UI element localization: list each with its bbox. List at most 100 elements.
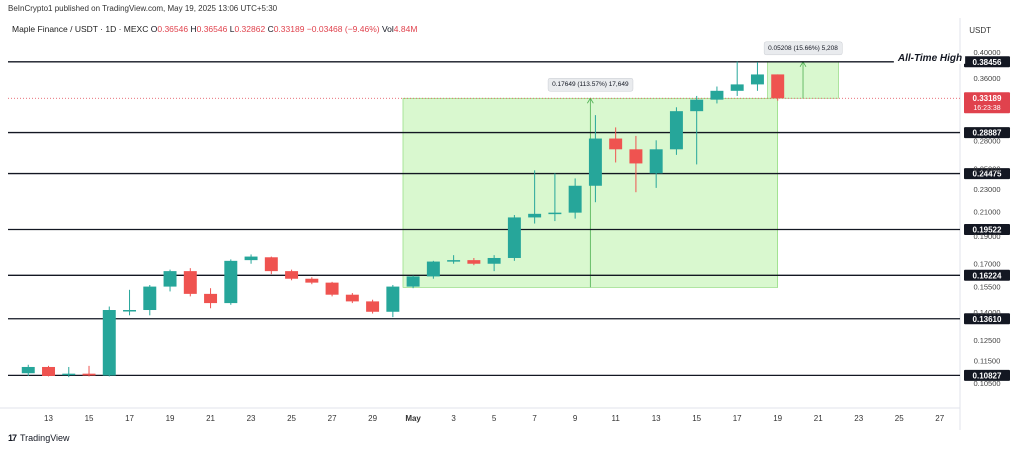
price-tick-6: 0.19000 bbox=[973, 232, 1000, 241]
candle-body-36 bbox=[750, 74, 764, 85]
level-price-tag-2 bbox=[964, 168, 1010, 180]
close-label: C bbox=[267, 24, 274, 34]
level-price-tag-0 bbox=[964, 56, 1010, 68]
high-value: 0.36546 bbox=[196, 24, 228, 34]
time-tick-3: 19 bbox=[166, 414, 175, 423]
price-tick-10: 0.12500 bbox=[973, 336, 1000, 345]
level-price-tag-5 bbox=[964, 313, 1010, 325]
candle-body-13 bbox=[285, 271, 299, 279]
all-time-high-label-bg bbox=[893, 52, 966, 64]
candle-body-29 bbox=[609, 138, 623, 150]
tradingview-branding[interactable]: 17 TradingView bbox=[8, 433, 70, 443]
time-tick-17: 17 bbox=[733, 414, 742, 423]
candle-body-33 bbox=[690, 99, 704, 112]
all-time-high-label: All-Time High bbox=[897, 53, 962, 64]
time-tick-2: 17 bbox=[125, 414, 134, 423]
candle-body-27 bbox=[568, 185, 582, 213]
price-tick-9: 0.14000 bbox=[973, 308, 1000, 317]
time-tick-10: 3 bbox=[451, 414, 456, 423]
price-tick-5: 0.21000 bbox=[973, 207, 1000, 216]
candle-body-4 bbox=[102, 310, 116, 376]
level-price-tag-4 bbox=[964, 269, 1010, 281]
candle-body-19 bbox=[406, 276, 420, 287]
time-tick-1: 15 bbox=[85, 414, 94, 423]
tradingview-logo-text: TradingView bbox=[20, 433, 70, 443]
candle-body-32 bbox=[669, 111, 683, 150]
low-value: 0.32862 bbox=[234, 24, 266, 34]
close-value: 0.33189 bbox=[273, 24, 305, 34]
symbol-info-bar: Maple Finance / USDT · 1D · MEXC O0.3654… bbox=[12, 24, 417, 34]
candle-body-12 bbox=[264, 257, 278, 272]
candle-body-17 bbox=[366, 301, 380, 312]
candle-body-20 bbox=[426, 261, 440, 277]
time-tick-0: 13 bbox=[44, 414, 53, 423]
price-tick-3: 0.25000 bbox=[973, 164, 1000, 173]
candle-body-0 bbox=[21, 366, 35, 374]
level-price-label-1: 0.28887 bbox=[973, 129, 1002, 138]
candle-body-7 bbox=[163, 271, 177, 287]
candle-body-6 bbox=[143, 286, 157, 311]
time-tick-21: 25 bbox=[895, 414, 904, 423]
candle-body-23 bbox=[487, 257, 501, 264]
volume-label: Vol bbox=[381, 24, 394, 34]
candle-body-21 bbox=[447, 260, 461, 262]
price-tick-7: 0.17000 bbox=[973, 260, 1000, 269]
candle-body-31 bbox=[649, 149, 663, 174]
time-tick-13: 9 bbox=[573, 414, 578, 423]
time-tick-14: 11 bbox=[612, 414, 621, 423]
time-tick-11: 5 bbox=[492, 414, 497, 423]
level-price-label-4: 0.16224 bbox=[973, 271, 1002, 280]
candle-body-10 bbox=[224, 260, 238, 304]
level-price-label-0: 0.38456 bbox=[973, 58, 1002, 67]
measure-label-box-1 bbox=[763, 41, 843, 56]
candle-body-8 bbox=[183, 271, 197, 294]
candle-body-35 bbox=[730, 84, 744, 91]
currency-label[interactable]: USDT bbox=[969, 26, 991, 35]
countdown-label: 16:23:38 bbox=[973, 105, 1000, 112]
level-price-label-6: 0.10827 bbox=[973, 371, 1002, 380]
time-tick-18: 19 bbox=[773, 414, 782, 423]
time-tick-12: 7 bbox=[532, 414, 537, 423]
open-label: O bbox=[150, 24, 158, 34]
candle-body-34 bbox=[710, 90, 724, 100]
candle-body-9 bbox=[204, 293, 218, 304]
measure-label-1: 0.05208 (15.66%) 5,208 bbox=[768, 45, 838, 52]
candle-body-3 bbox=[82, 373, 96, 376]
measure-label-box-0 bbox=[547, 77, 634, 92]
price-tick-0: 0.40000 bbox=[973, 48, 1000, 57]
candle-body-16 bbox=[345, 294, 359, 302]
candle-body-15 bbox=[325, 282, 339, 295]
time-tick-7: 27 bbox=[328, 414, 337, 423]
candle-body-22 bbox=[467, 260, 481, 264]
candle-body-1 bbox=[42, 366, 55, 376]
time-tick-4: 21 bbox=[206, 414, 215, 423]
time-tick-19: 21 bbox=[814, 414, 823, 423]
change-value: −0.03468 (−9.46%) bbox=[306, 24, 380, 34]
candle-body-2 bbox=[62, 373, 76, 376]
candle-body-11 bbox=[244, 256, 258, 261]
time-tick-8: 29 bbox=[368, 414, 377, 423]
time-tick-5: 23 bbox=[247, 414, 256, 423]
time-tick-22: 27 bbox=[935, 414, 944, 423]
time-tick-20: 23 bbox=[854, 414, 863, 423]
candle-body-26 bbox=[548, 212, 562, 215]
measure-label-0: 0.17649 (113.57%) 17,649 bbox=[552, 81, 629, 88]
low-label: L bbox=[229, 24, 235, 34]
level-price-tag-1 bbox=[964, 127, 1010, 139]
open-value: 0.36546 bbox=[157, 24, 189, 34]
candle-body-24 bbox=[507, 217, 521, 258]
level-price-tag-6 bbox=[964, 369, 1010, 381]
price-tick-8: 0.15500 bbox=[973, 283, 1000, 292]
price-tick-4: 0.23000 bbox=[973, 185, 1000, 194]
candle-body-30 bbox=[629, 149, 643, 164]
candle-body-37 bbox=[771, 74, 785, 99]
time-tick-6: 25 bbox=[287, 414, 296, 423]
candle-body-14 bbox=[305, 278, 319, 283]
symbol-name[interactable]: Maple Finance / USDT · 1D · MEXC bbox=[12, 24, 149, 34]
level-price-label-3: 0.19522 bbox=[973, 226, 1002, 235]
candle-body-28 bbox=[588, 138, 602, 186]
level-price-tag-3 bbox=[964, 224, 1010, 236]
current-price-tag bbox=[964, 92, 1010, 114]
volume-value: 4.84M bbox=[393, 24, 418, 34]
